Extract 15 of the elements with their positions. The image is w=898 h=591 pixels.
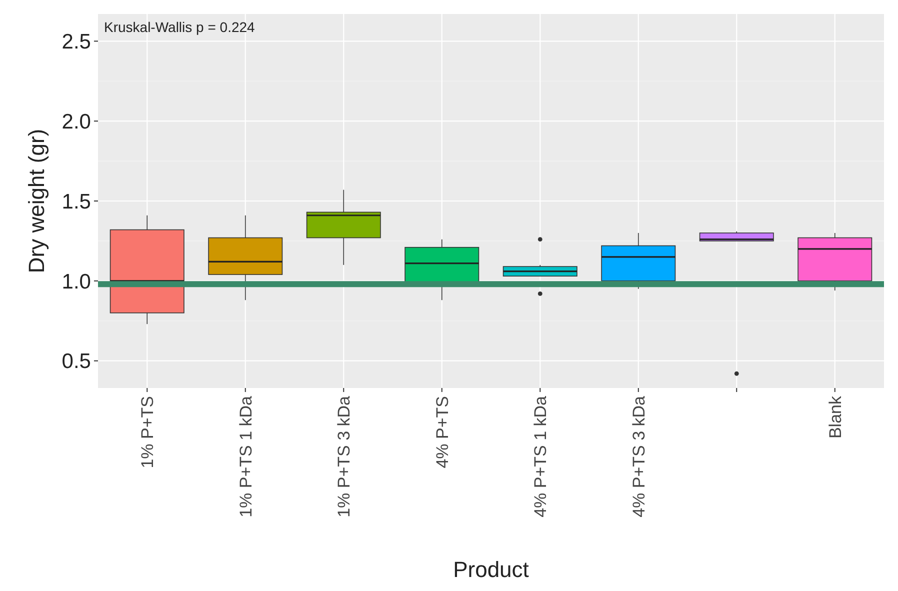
x-tick-label: 4% P+TS 3 kDa (629, 395, 648, 518)
y-tick-label: 0.5 (62, 350, 91, 374)
x-axis-title: Product (453, 557, 529, 582)
y-tick-label: 2.0 (62, 110, 91, 134)
x-tick-label: 1% P+TS (138, 396, 158, 468)
y-tick-label: 2.5 (62, 30, 91, 54)
x-tick-label: 1% P+TS 1 kDa (236, 395, 256, 518)
x-tick-label: 4% P+TS 1 kDa (531, 395, 550, 518)
x-tick-label: 4% P+TS (432, 396, 452, 468)
x-tick-label: Blank (826, 396, 845, 439)
y-tick-label: 1.5 (62, 190, 91, 214)
y-tick-label: 1.0 (62, 270, 91, 294)
annotation: Kruskal-Wallis p = 0.224 (104, 19, 256, 35)
x-tick-label: 1% P+TS 3 kDa (334, 395, 354, 518)
y-axis-title: Dry weight (gr) (24, 128, 49, 274)
